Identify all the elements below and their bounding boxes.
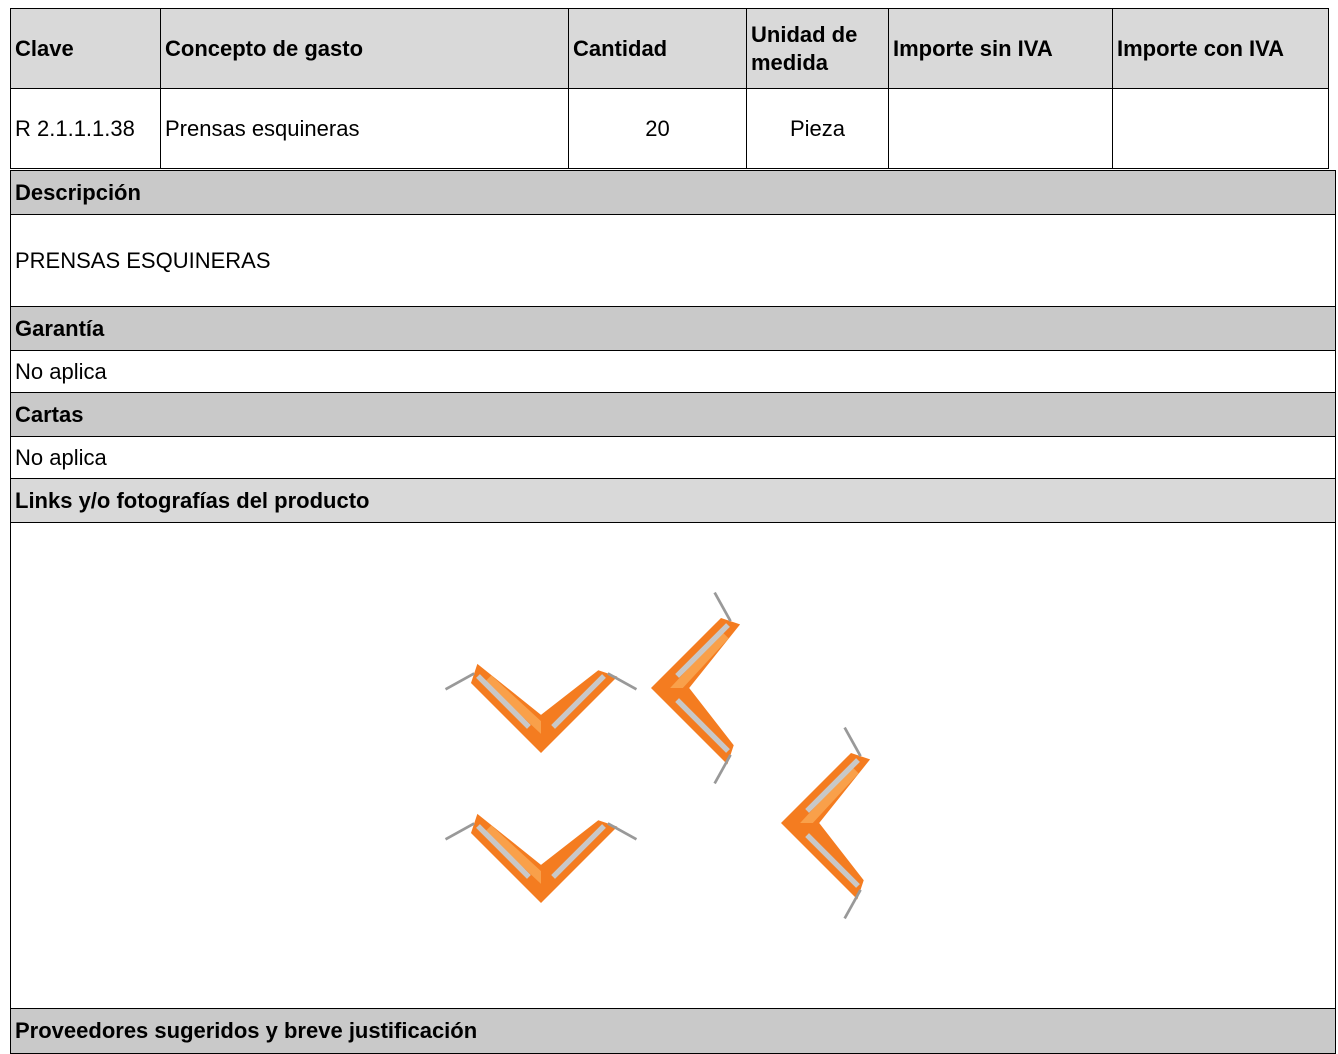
cell	[888, 88, 1113, 169]
section-title: Descripción	[10, 170, 1336, 215]
cell: Prensas esquineras	[160, 88, 569, 169]
header-cell: Importe sin IVA	[888, 8, 1113, 89]
header-cell: Importe con IVA	[1112, 8, 1329, 89]
section-body: No aplica	[10, 350, 1336, 393]
product-photo	[444, 591, 942, 937]
header-cell: Concepto de gasto	[160, 8, 569, 89]
section-title: Garantía	[10, 306, 1336, 351]
section-body: PRENSAS ESQUINERAS	[10, 214, 1336, 307]
header-cell: Cantidad	[568, 8, 747, 89]
clamp	[617, 591, 812, 785]
cell: R 2.1.1.1.38	[10, 88, 161, 169]
header-cell: Clave	[10, 8, 161, 89]
section-title: Cartas	[10, 392, 1336, 437]
header-cell: Unidad de medida	[746, 8, 889, 89]
clamp	[444, 592, 638, 787]
section-title: Links y/o fotografías del producto	[10, 478, 1336, 523]
image-area	[10, 522, 1336, 1009]
section-title: Proveedores sugeridos y breve justificac…	[10, 1008, 1336, 1054]
clamp	[747, 726, 942, 920]
section-body: No aplica	[10, 436, 1336, 479]
cell	[1112, 88, 1329, 169]
cell: 20	[568, 88, 747, 169]
cell: Pieza	[746, 88, 889, 169]
clamp	[444, 742, 638, 937]
